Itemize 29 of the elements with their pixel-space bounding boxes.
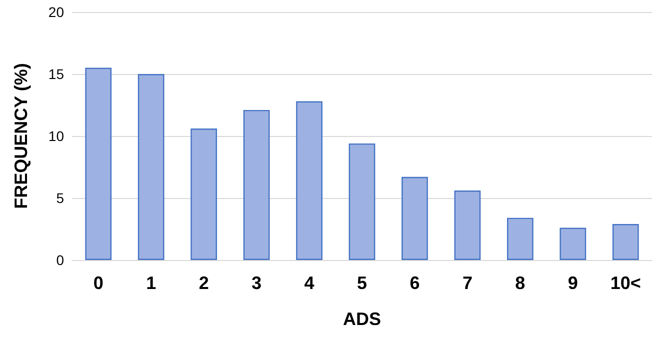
bar <box>560 228 586 260</box>
x-tick-label: 5 <box>356 273 368 293</box>
bar <box>138 74 164 260</box>
bar <box>243 110 270 260</box>
bar <box>348 143 376 260</box>
y-axis-title: FREQUENCY (%) <box>11 63 31 209</box>
x-tick-label: 8 <box>515 273 526 293</box>
y-tick-label: 15 <box>48 66 64 82</box>
bar <box>612 224 639 260</box>
x-tick-label: 0 <box>93 273 104 293</box>
x-axis-title: ADS <box>342 309 382 329</box>
x-tick-label: 1 <box>146 273 156 293</box>
bar <box>402 176 428 260</box>
bar <box>190 128 217 260</box>
y-tick-label: 10 <box>48 128 64 144</box>
x-tick-label: 9 <box>568 273 578 293</box>
y-tick-label: 5 <box>56 190 64 206</box>
bar <box>507 218 534 260</box>
y-tick-label: 20 <box>48 4 64 20</box>
bar <box>454 190 481 260</box>
y-tick-label: 0 <box>56 252 64 268</box>
x-tick-label: 7 <box>462 273 472 293</box>
x-tick-label: 6 <box>410 273 420 293</box>
x-tick-label: 3 <box>252 273 262 293</box>
bar <box>85 68 112 260</box>
bar <box>296 101 322 260</box>
x-tick-label: 4 <box>304 273 314 293</box>
x-tick-label: 2 <box>198 273 209 293</box>
x-tick-label: 10< <box>610 273 641 293</box>
